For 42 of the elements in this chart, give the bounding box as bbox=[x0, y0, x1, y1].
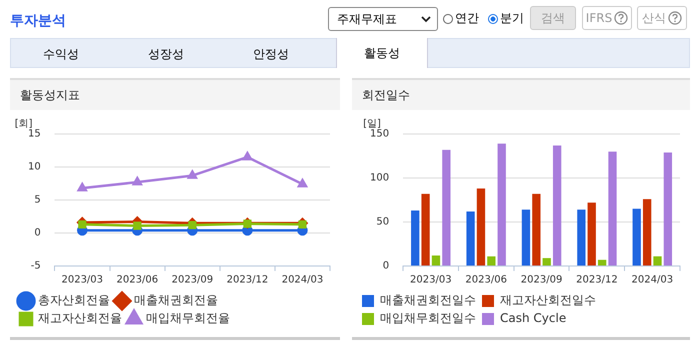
y-tick-label: 150 bbox=[370, 128, 390, 140]
text: IFRS bbox=[586, 11, 612, 25]
text: 활동성 bbox=[336, 38, 428, 68]
x-tick-label: 2023/09 bbox=[172, 274, 214, 286]
y-tick-label: 10 bbox=[28, 162, 41, 173]
text: 수익성 bbox=[42, 46, 80, 62]
y-axis-title: [회] bbox=[14, 118, 33, 130]
x-tick-label: 2023/03 bbox=[410, 274, 452, 286]
text: 검색 bbox=[530, 6, 576, 30]
legend-label: 재고자산회전율 bbox=[38, 311, 122, 326]
x-tick-label: 2024/03 bbox=[282, 274, 324, 286]
y-tick-label: 100 bbox=[370, 172, 390, 184]
legend-label: 매입채무회전율 bbox=[146, 311, 230, 326]
text: 투자분석 bbox=[10, 12, 66, 30]
x-tick-label: 2024/03 bbox=[632, 274, 674, 286]
x-tick-label: 2023/06 bbox=[465, 274, 507, 286]
x-tick-label: 2023/06 bbox=[116, 274, 158, 286]
legend-label: 재고자산회전일수 bbox=[500, 293, 596, 308]
legend-label: 매출채권회전율 bbox=[134, 293, 218, 308]
chart-title: 활동성지표 bbox=[10, 80, 340, 110]
legend-label: 총자산회전율 bbox=[38, 293, 110, 308]
text: 주재무제표 bbox=[337, 10, 397, 28]
y-tick-label: 5 bbox=[34, 194, 41, 206]
text: 산식 bbox=[642, 10, 666, 26]
text: 분기 bbox=[500, 10, 524, 27]
text: 안정성 bbox=[252, 46, 290, 62]
chart-title: 회전일수 bbox=[352, 80, 690, 110]
x-tick-label: 2023/12 bbox=[576, 274, 618, 286]
y-axis-title: [일] bbox=[363, 118, 381, 130]
y-tick-label: 50 bbox=[376, 216, 390, 228]
legend-label: 매출채권회전일수 bbox=[380, 293, 476, 308]
x-tick-label: 2023/09 bbox=[520, 274, 562, 286]
legend-label: Cash Cycle bbox=[500, 311, 566, 326]
x-tick-label: 2023/12 bbox=[226, 274, 268, 286]
y-tick-label: -5 bbox=[30, 260, 41, 272]
y-tick-label: 15 bbox=[28, 128, 41, 140]
text: 성장성 bbox=[147, 46, 185, 62]
x-tick-label: 2023/03 bbox=[61, 274, 104, 286]
text: 연간 bbox=[455, 10, 479, 27]
y-tick-label: 0 bbox=[382, 260, 390, 272]
legend-label: 매입채무회전일수 bbox=[380, 311, 476, 326]
y-tick-label: 0 bbox=[34, 228, 41, 239]
